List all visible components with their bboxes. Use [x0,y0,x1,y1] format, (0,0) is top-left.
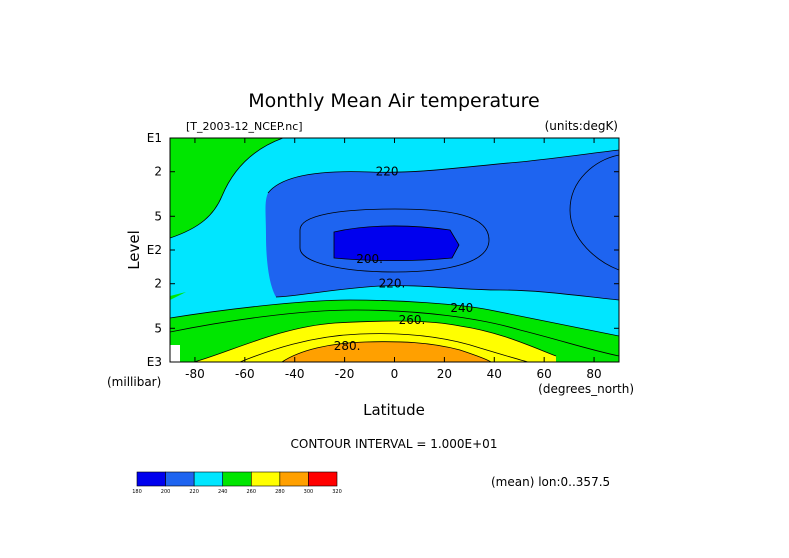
contour-band-blue-200-220 [265,150,619,300]
contour-line-230-left [170,138,284,239]
units-label: (units:degK) [545,119,618,133]
source-file-label: [T_2003-12_NCEP.nc] [186,120,303,133]
x-tick-label: -80 [185,367,205,381]
contour-line-240 [170,299,619,337]
contour-label: 240 [450,301,473,315]
y-tick-label: E2 [147,243,162,257]
x-tick-label: 0 [391,367,399,381]
colorbar-level-label: 220 [189,489,199,495]
contour-line-250 [170,309,619,357]
contour-line-270 [239,333,529,362]
contour-label: 200. [356,252,383,266]
x-axis-ticks: -80 -60 -40 -20 0 20 40 60 80 [185,138,602,381]
colorbar-level-label: 180 [132,489,142,495]
colorbar-swatch [136,471,166,487]
contour-band-green-mid [170,292,186,300]
contour-label: 220 [376,165,399,179]
y-axis-ticks: E1 2 5 E2 2 5 E3 [147,131,619,369]
colorbar-swatch [165,471,195,487]
contour-band-green-upper [170,138,283,238]
contour-line-210-ring [299,208,490,273]
colorbar-level-label: 320 [332,489,342,495]
colorbar-level-label: 300 [304,489,314,495]
colorbar-swatch [250,471,281,487]
contour-label: 260. [399,313,426,327]
x-tick-label: 40 [487,367,502,381]
x-axis-label: Latitude [363,401,425,419]
contour-interval-label: CONTOUR INTERVAL = 1.000E+01 [291,437,498,451]
y-axis-label: Level [125,230,143,270]
contour-band-orange [282,341,491,362]
contour-line-220-lower [275,285,619,301]
colorbar-level-label: 240 [218,489,228,495]
x-tick-label: -60 [235,367,255,381]
x-tick-label: -40 [285,367,305,381]
contour-line-220-upper [267,149,619,194]
contour-band-blue-below-200 [334,225,459,261]
contour-line-210-right [569,154,619,271]
contour-label: 220. [379,277,406,291]
contour-line-280 [281,341,492,362]
contour-labels: 220 200. 220. 240 260. 280. [334,165,474,353]
x-tick-label: 20 [437,367,452,381]
y-tick-label: 2 [154,277,162,291]
contour-label: 280. [334,339,361,353]
colorbar-swatch [279,471,309,487]
colorbar-level-label: 260 [247,489,257,495]
colorbar-swatch [193,471,224,487]
missing-data-patch [170,345,180,362]
footer-note: (mean) lon:0..357.5 [491,475,610,489]
y-tick-label: 5 [154,321,162,335]
y-tick-label: E1 [147,131,162,145]
colorbar: 180 200 220 240 260 280 300 320 [132,471,342,495]
x-axis-unit-label: (degrees_north) [538,382,634,396]
plot-area: -80 -60 -40 -20 0 20 40 60 80 E1 2 5 E2 2 5 E3 220 200.… [147,131,620,381]
contour-line-260 [193,320,557,362]
colorbar-level-label: 280 [275,489,285,495]
x-tick-label: 60 [537,367,552,381]
chart-title: Monthly Mean Air temperature [248,90,539,112]
x-tick-label: 80 [586,367,601,381]
y-tick-label: 2 [154,165,162,179]
colorbar-level-label: 200 [161,489,171,495]
y-tick-label: 5 [154,209,162,223]
colorbar-swatch [308,471,338,487]
y-tick-label: E3 [147,355,162,369]
contour-line-200-ring [333,225,460,262]
x-tick-label: -20 [335,367,355,381]
y-axis-unit-label: (millibar) [107,375,161,389]
colorbar-swatch [222,471,252,487]
